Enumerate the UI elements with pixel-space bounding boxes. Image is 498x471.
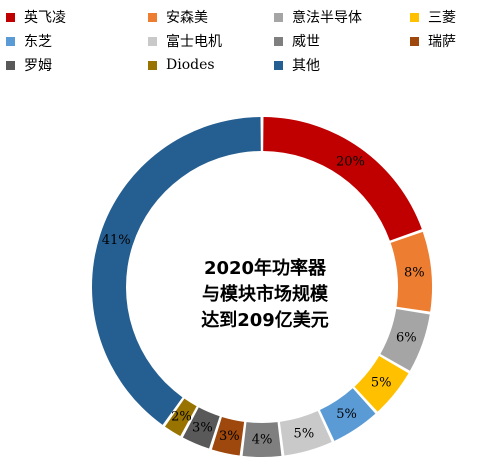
legend-swatch xyxy=(410,36,419,46)
legend-label: 安森美 xyxy=(166,10,208,26)
slice-value-label: 41% xyxy=(102,233,131,248)
chart-center-title: 2020年功率器 与模块市场规模 达到209亿美元 xyxy=(170,256,360,334)
legend-item: 威世 xyxy=(274,32,410,50)
slice-value-label: 6% xyxy=(396,330,417,345)
legend-item: 富士电机 xyxy=(148,32,274,50)
donut-slice xyxy=(92,117,261,425)
legend-label: 东芝 xyxy=(24,34,52,50)
donut-slice xyxy=(164,398,197,437)
legend-swatch xyxy=(148,12,157,22)
donut-slice xyxy=(390,231,432,312)
slice-value-label: 5% xyxy=(336,407,357,422)
legend-swatch xyxy=(6,36,15,46)
chart-legend: 英飞凌 安森美 意法半导体 三菱东芝 富士电机 威世 瑞萨罗姆 Diodes 其他 xyxy=(6,8,494,74)
donut-slice xyxy=(242,422,282,457)
donut-slice xyxy=(211,416,245,456)
legend-item: 三菱 xyxy=(410,8,494,26)
slice-value-label: 3% xyxy=(219,429,240,444)
legend-label: 瑞萨 xyxy=(428,34,456,50)
legend-swatch xyxy=(148,60,157,70)
legend-swatch xyxy=(274,36,283,46)
legend-label: 威世 xyxy=(292,34,320,50)
slice-value-label: 2% xyxy=(171,410,192,425)
legend-swatch xyxy=(410,12,419,22)
slice-value-label: 5% xyxy=(294,427,315,442)
legend-label: 英飞凌 xyxy=(24,10,66,26)
center-title-line: 2020年功率器 xyxy=(203,258,327,279)
legend-swatch xyxy=(6,60,15,70)
legend-item: 东芝 xyxy=(6,32,148,50)
legend-label: 意法半导体 xyxy=(292,10,362,26)
slice-value-label: 4% xyxy=(252,433,273,448)
legend-label: Diodes xyxy=(166,57,215,73)
legend-swatch xyxy=(274,60,283,70)
legend-label: 其他 xyxy=(292,58,320,74)
donut-slice xyxy=(380,309,430,371)
slice-value-label: 3% xyxy=(192,420,213,435)
legend-label: 富士电机 xyxy=(166,34,222,50)
donut-slice xyxy=(279,411,332,456)
center-title-line: 达到209亿美元 xyxy=(201,310,329,331)
donut-slice xyxy=(319,388,376,441)
legend-item: 安森美 xyxy=(148,8,274,26)
donut-slice xyxy=(182,407,220,449)
legend-label: 罗姆 xyxy=(24,58,52,74)
legend-item: Diodes xyxy=(148,56,274,74)
slice-value-label: 20% xyxy=(336,155,365,170)
legend-swatch xyxy=(274,12,283,22)
legend-item: 英飞凌 xyxy=(6,8,148,26)
legend-item: 瑞萨 xyxy=(410,32,494,50)
legend-item: 罗姆 xyxy=(6,56,148,74)
slice-value-label: 5% xyxy=(371,375,392,390)
legend-label: 三菱 xyxy=(428,10,456,26)
donut-slice xyxy=(263,117,422,241)
center-title-line: 与模块市场规模 xyxy=(202,284,328,305)
legend-item: 其他 xyxy=(274,56,410,74)
donut-slice xyxy=(354,356,409,412)
legend-swatch xyxy=(148,36,157,46)
legend-item: 意法半导体 xyxy=(274,8,410,26)
legend-swatch xyxy=(6,12,15,22)
slice-value-label: 8% xyxy=(404,265,425,280)
